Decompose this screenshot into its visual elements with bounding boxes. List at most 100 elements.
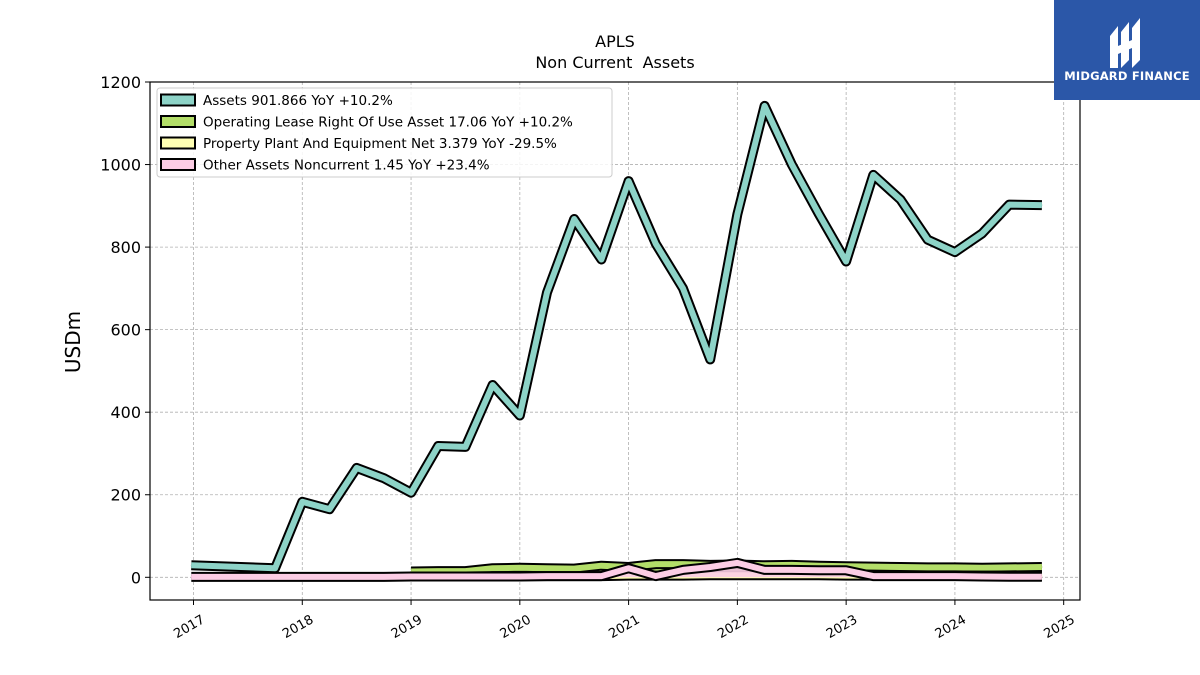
series-assets — [190, 100, 1043, 574]
legend-swatch — [160, 115, 196, 128]
data-point — [927, 566, 929, 568]
x-tick-label: 2022 — [715, 612, 751, 642]
data-point — [519, 575, 521, 578]
y-tick-label: 800 — [110, 238, 141, 257]
legend-entry: Other Assets Noncurrent 1.45 YoY +23.4% — [160, 158, 490, 174]
legend-swatch — [160, 158, 196, 171]
plot-frame — [149, 81, 1081, 601]
data-point — [519, 567, 521, 569]
series-line — [191, 102, 1042, 572]
x-tick-label: 2017 — [171, 612, 207, 642]
data-point — [600, 258, 603, 261]
data-point — [1008, 566, 1010, 568]
data-point — [954, 566, 956, 568]
data-point — [190, 576, 192, 578]
data-point — [1041, 576, 1043, 578]
chart-title: APLS — [595, 32, 635, 51]
data-point — [573, 218, 575, 220]
data-point — [791, 163, 793, 166]
data-point — [464, 575, 467, 578]
data-point — [818, 213, 820, 215]
data-point — [845, 260, 847, 263]
data-point — [791, 569, 793, 571]
logo-mark-icon — [1110, 18, 1140, 68]
legend-entry: Property Plant And Equipment Net 3.379 Y… — [160, 136, 557, 152]
legend-entry: Assets 901.866 YoY +10.2% — [160, 93, 393, 109]
chart-subtitle: Non Current Assets — [535, 53, 694, 72]
data-point — [899, 199, 902, 201]
data-point — [763, 569, 766, 571]
data-point — [190, 564, 192, 566]
data-point — [1008, 203, 1010, 206]
x-tick-label: 2018 — [280, 612, 316, 642]
legend: Assets 901.866 YoY +10.2% Operating Lease… — [156, 87, 613, 178]
data-point — [872, 575, 874, 577]
y-axis-label: USDm — [61, 311, 85, 373]
legend-entry: Operating Lease Right Of Use Asset 17.06… — [160, 115, 573, 131]
data-point — [655, 575, 657, 577]
legend-swatch — [160, 93, 196, 107]
data-point — [655, 563, 657, 565]
data-point — [845, 569, 847, 571]
data-point — [274, 576, 276, 578]
data-point — [464, 446, 467, 448]
data-point — [709, 358, 711, 360]
data-point — [981, 567, 983, 569]
data-point — [1041, 566, 1043, 568]
y-tick-label: 200 — [110, 486, 141, 505]
legend-label: Property Plant And Equipment Net 3.379 Y… — [203, 136, 557, 152]
data-point — [328, 576, 331, 578]
x-tick-label: 2019 — [389, 612, 425, 642]
data-point — [818, 569, 820, 571]
data-point — [356, 467, 358, 469]
data-point — [492, 384, 494, 386]
data-point — [927, 575, 929, 577]
logo-text: MIDGARD FINANCE — [1064, 69, 1190, 83]
data-point — [627, 567, 630, 569]
x-tick-label: 2024 — [933, 612, 969, 642]
data-point — [682, 563, 684, 565]
data-point — [709, 566, 711, 568]
data-point — [1041, 204, 1043, 206]
data-point — [437, 445, 439, 447]
midgard-finance-logo: MIDGARD FINANCE — [1054, 0, 1200, 100]
legend-label: Other Assets Noncurrent 1.45 YoY +23.4% — [203, 158, 490, 174]
data-point — [546, 567, 548, 569]
data-point — [872, 174, 874, 176]
data-point — [437, 570, 439, 572]
series-other-assets-noncurrent — [190, 557, 1043, 582]
data-point — [573, 568, 575, 570]
data-point — [981, 232, 983, 235]
y-tick-label: 600 — [110, 321, 141, 340]
data-point — [600, 565, 603, 567]
data-point — [899, 575, 902, 577]
data-point — [573, 575, 575, 577]
series-line — [191, 559, 1042, 580]
data-point — [899, 566, 902, 568]
x-tick-label: 2020 — [498, 612, 534, 642]
legend-label: Assets 901.866 YoY +10.2% — [203, 93, 393, 109]
data-point — [383, 477, 385, 479]
x-tick-label: 2021 — [606, 612, 642, 642]
data-point — [954, 251, 956, 253]
data-point — [954, 575, 956, 577]
data-point — [492, 575, 494, 578]
data-point — [736, 562, 738, 564]
data-point — [328, 508, 331, 510]
data-point — [301, 576, 303, 578]
x-tick-label: 2023 — [824, 612, 860, 642]
data-point — [410, 492, 412, 494]
data-point — [872, 565, 874, 568]
data-point — [437, 575, 439, 578]
y-tick-label: 1200 — [100, 73, 141, 92]
y-tick-label: 400 — [110, 403, 141, 422]
data-point — [682, 569, 684, 571]
data-point — [927, 239, 929, 241]
data-point — [546, 291, 548, 294]
series-layer — [190, 100, 1043, 582]
data-point — [736, 213, 738, 215]
data-point — [410, 575, 412, 578]
y-tick-label: 0 — [131, 568, 141, 587]
legend-swatch — [160, 136, 196, 150]
